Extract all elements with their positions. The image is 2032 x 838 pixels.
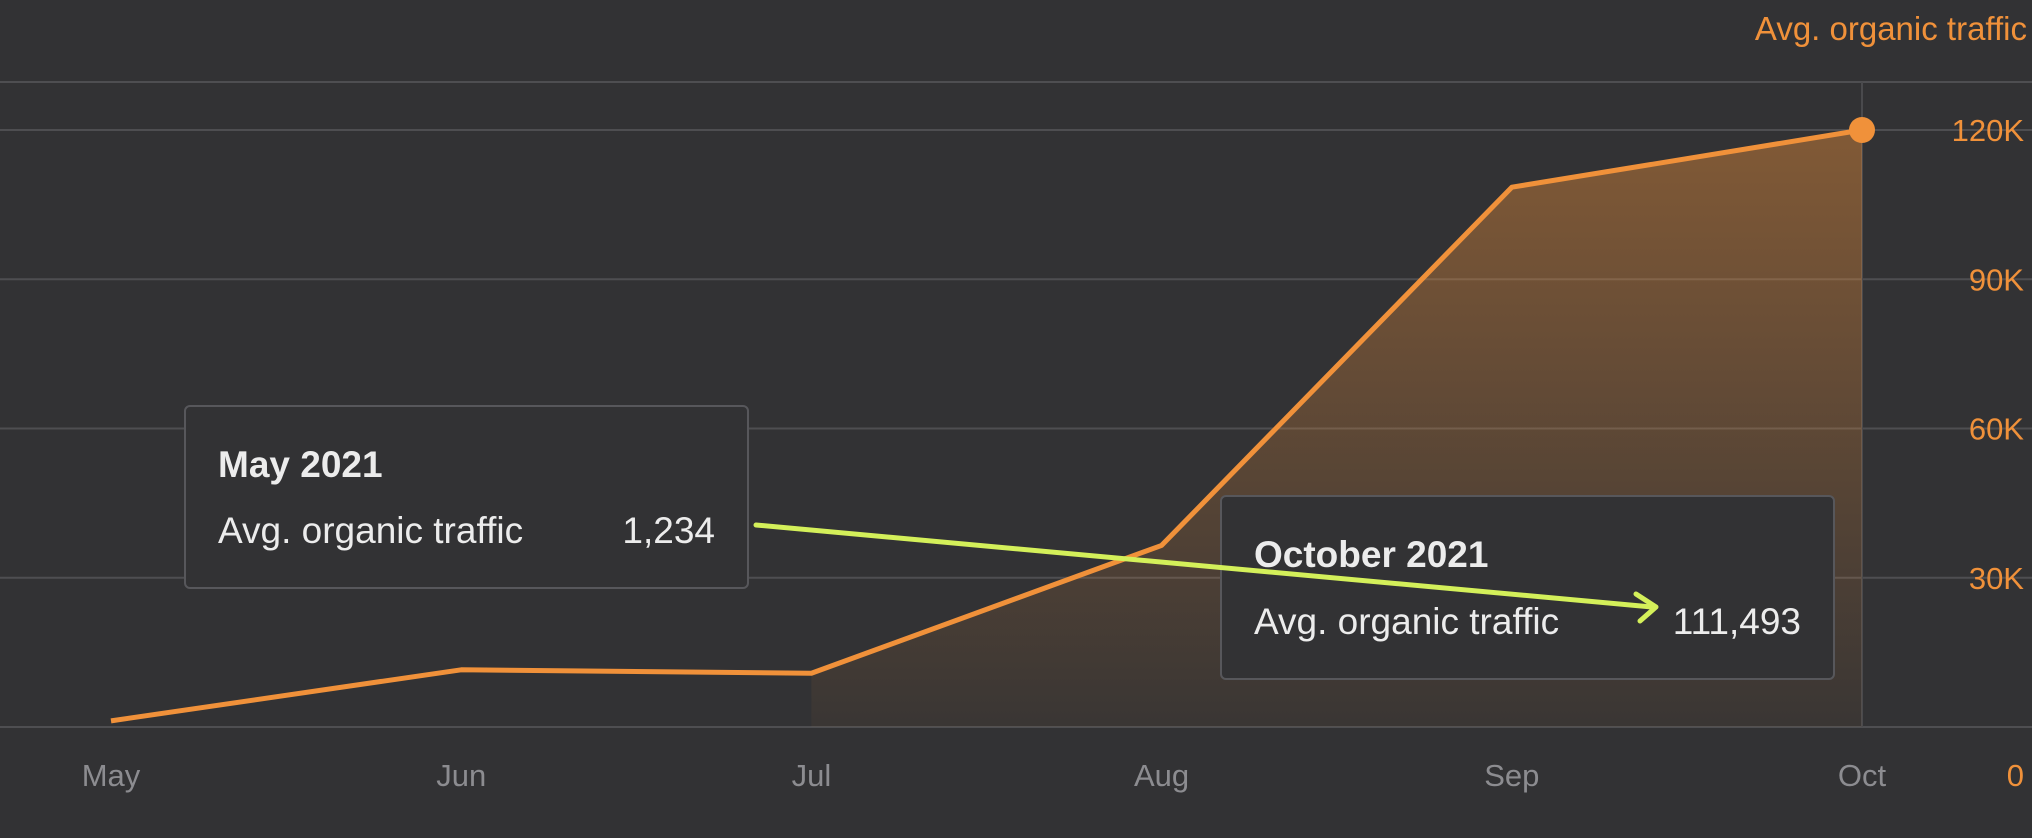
tooltip-label: Avg. organic traffic — [218, 510, 524, 551]
x-tick-label: Jul — [792, 758, 832, 793]
x-tick-label: Jun — [436, 758, 486, 793]
tooltip-label: Avg. organic traffic — [1254, 601, 1560, 642]
tooltip-value: 1,234 — [622, 510, 715, 551]
y-tick-label: 0 — [2007, 758, 2024, 793]
x-tick-label: May — [82, 758, 141, 793]
highlighted-point — [1849, 117, 1875, 143]
y-axis-title: Avg. organic traffic — [1754, 10, 2027, 47]
tooltip-date: October 2021 — [1254, 534, 1489, 575]
tooltip-start: May 2021 Avg. organic traffic 1,234 — [184, 405, 749, 589]
x-tick-label: Sep — [1484, 758, 1539, 793]
tooltip-value: 111,493 — [1672, 601, 1801, 642]
x-tick-label: Aug — [1134, 758, 1189, 793]
y-tick-label: 90K — [1969, 262, 2024, 297]
y-tick-label: 30K — [1969, 561, 2024, 596]
tooltip-end: October 2021 Avg. organic traffic 111,49… — [1220, 495, 1835, 680]
tooltip-date: May 2021 — [218, 444, 383, 485]
y-tick-label: 60K — [1969, 412, 2024, 447]
x-tick-label: Oct — [1838, 758, 1887, 793]
y-tick-label: 120K — [1952, 113, 2025, 148]
